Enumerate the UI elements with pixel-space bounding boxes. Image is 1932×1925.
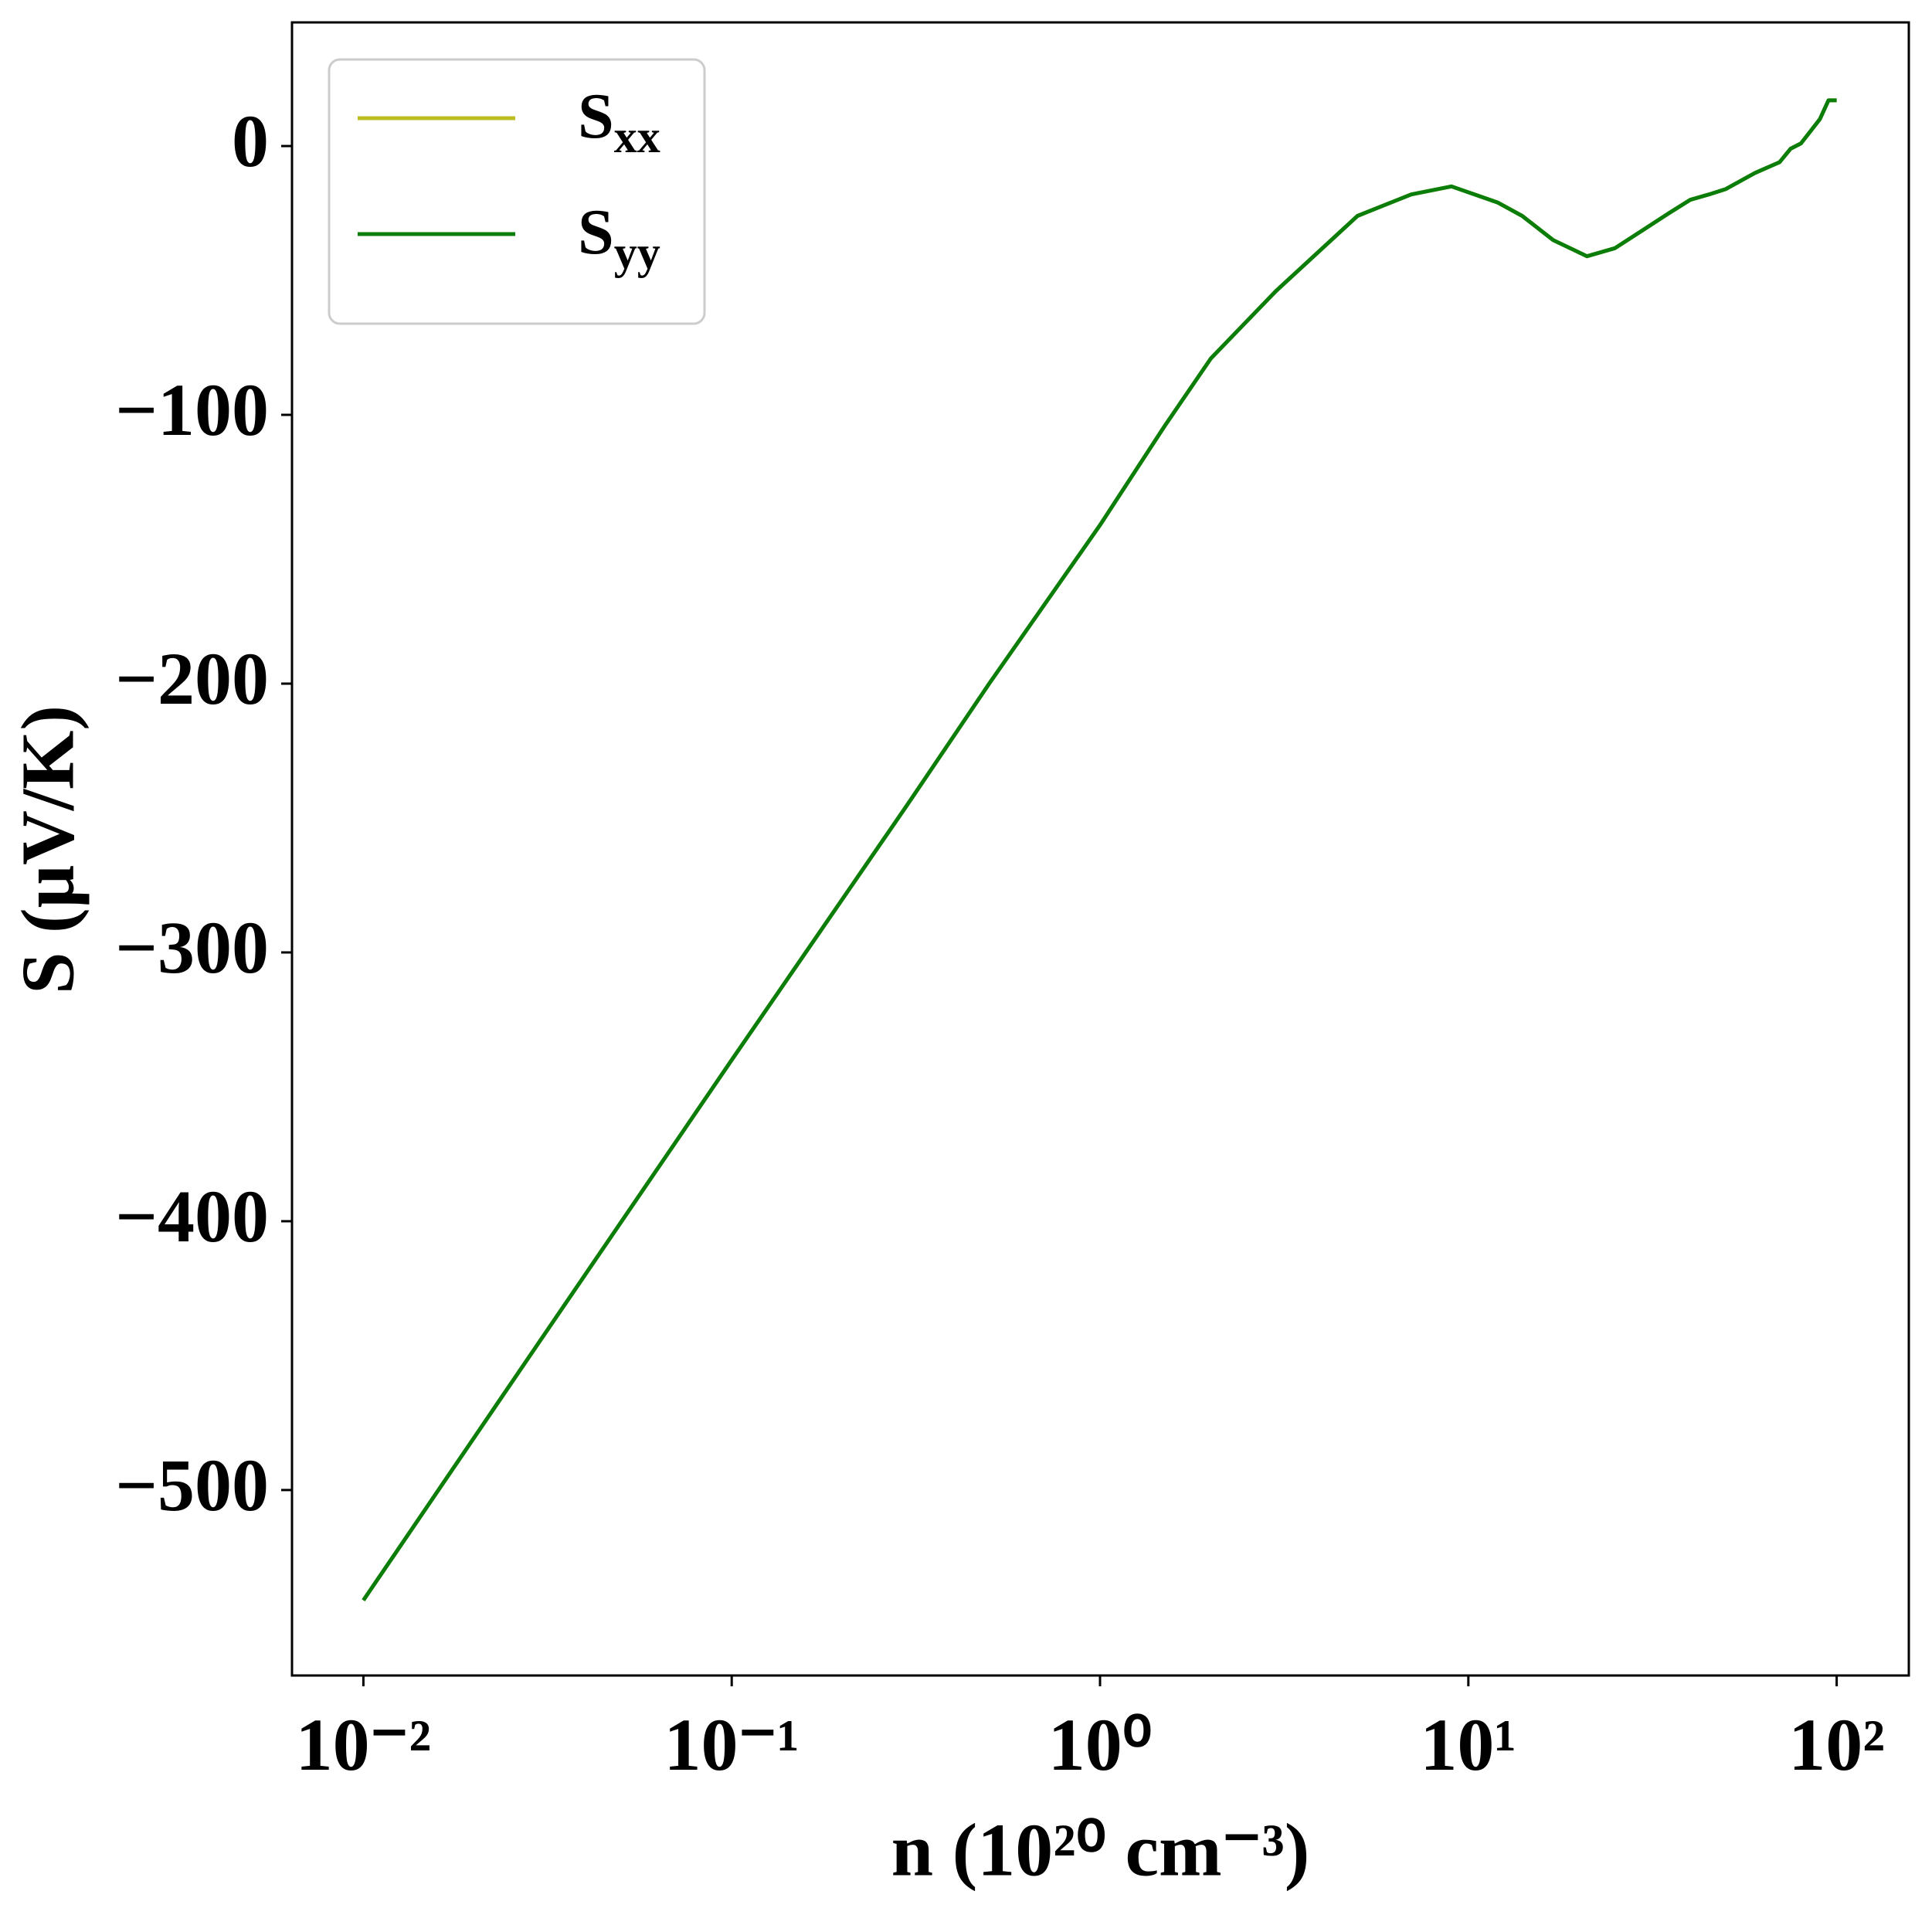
plot-frame <box>290 21 1910 1677</box>
x-tick-label: 10² <box>1788 1703 1885 1786</box>
x-axis-label: n (10²⁰ cm⁻³) <box>891 1808 1310 1892</box>
y-tick-label: −300 <box>115 906 269 989</box>
x-tick-label: 10⁻¹ <box>664 1703 799 1786</box>
y-axis-label: S (μV/K) <box>6 705 90 994</box>
y-tick-label: −500 <box>115 1444 269 1526</box>
legend-box <box>328 58 706 325</box>
y-tick-label: −400 <box>115 1175 269 1258</box>
series-line <box>362 98 1837 1602</box>
y-tick-label: 0 <box>232 100 269 182</box>
legend-label: Syy <box>578 196 660 277</box>
x-tick-label: 10¹ <box>1420 1703 1516 1786</box>
y-tick-label: −100 <box>115 368 269 451</box>
x-tick-label: 10⁻² <box>296 1703 431 1786</box>
x-tick-label: 10⁰ <box>1048 1703 1152 1786</box>
y-tick-label: −200 <box>115 637 269 720</box>
legend-label: Sxx <box>578 80 660 161</box>
